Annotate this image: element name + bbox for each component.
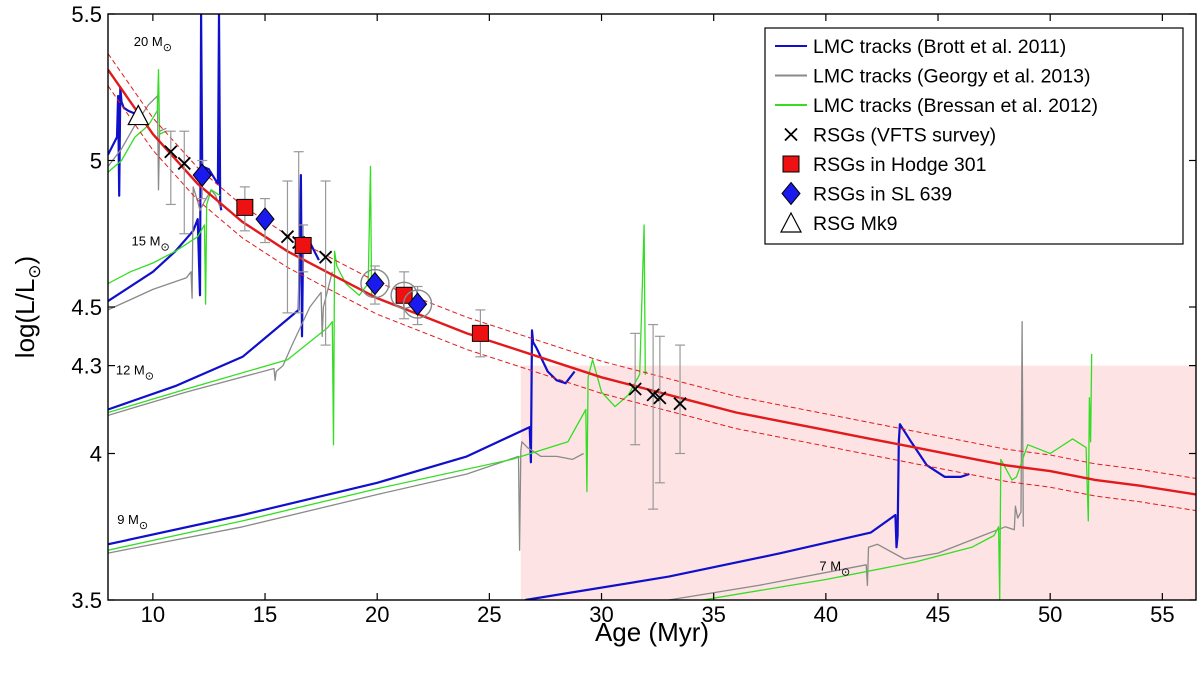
legend-entry-6-label: RSG Mk9 <box>813 213 898 235</box>
x-tick-label-30: 30 <box>589 602 613 627</box>
mass-label-text: 15 M <box>132 233 161 248</box>
x-tick-label-45: 45 <box>926 602 950 627</box>
x-tick-label-20: 20 <box>365 602 389 627</box>
x-tick-label-40: 40 <box>814 602 838 627</box>
mass-label-sun: ⊙ <box>145 370 154 382</box>
sl639-marker-3 <box>407 292 428 316</box>
hodge-marker-0 <box>236 198 254 216</box>
mass-label-12msun: 12 M⊙ <box>116 362 154 382</box>
sl639-circle-2 <box>360 268 390 299</box>
track-georgy-7msun <box>668 320 1024 600</box>
mass-label-sun: ⊙ <box>139 520 148 532</box>
y-tick-label-5: 5 <box>90 149 102 174</box>
y-tick-label-4.3: 4.3 <box>71 354 102 379</box>
y-axis-title: log(L/L⊙) <box>10 256 44 358</box>
legend-entry-3-label: RSGs (VFTS survey) <box>813 125 996 147</box>
hodge-marker-1 <box>294 236 312 254</box>
y-tick-label-5.5: 5.5 <box>71 2 102 27</box>
vfts-marker-4 <box>318 250 333 264</box>
x-axis-title: Age (Myr) <box>595 617 709 647</box>
shaded-region <box>520 365 1196 600</box>
mass-label-9msun: 9 M⊙ <box>117 512 148 532</box>
y-axis-title-close: ) <box>10 256 40 265</box>
x-tick-label-55: 55 <box>1150 602 1174 627</box>
legend-entry-5-swatch <box>781 181 801 206</box>
legend-entry-6-swatch <box>780 211 802 233</box>
mass-label-20msun: 20 M⊙ <box>134 34 172 54</box>
mk9-marker <box>127 104 150 126</box>
track-brott-9msun <box>108 329 576 546</box>
y-tick-label-3.5: 3.5 <box>71 588 102 613</box>
y-tick-label-4: 4 <box>90 442 102 467</box>
mass-label-7msun: 7 M⊙ <box>819 559 850 579</box>
track-bressan-12msun <box>108 165 374 446</box>
mass-label-15msun: 15 M⊙ <box>132 233 170 253</box>
legend-entry-1-label: LMC tracks (Georgy et al. 2013) <box>813 66 1090 88</box>
mass-label-text: 12 M <box>116 362 145 377</box>
legend-entry-5-label: RSGs in SL 639 <box>813 184 952 206</box>
y-axis-title-main: log(L/L <box>10 279 40 359</box>
vfts-marker-7 <box>653 391 667 405</box>
track-bressan-15msun <box>108 189 221 305</box>
vfts-marker-5 <box>628 382 642 396</box>
sl639-marker-1 <box>255 207 275 231</box>
vfts-marker-0 <box>164 145 178 159</box>
x-tick-label-35: 35 <box>701 602 725 627</box>
x-tick-label-25: 25 <box>477 602 501 627</box>
legend: LMC tracks (Brott et al. 2011) LMC tracks… <box>764 27 1184 245</box>
track-bressan-20msun <box>108 69 167 173</box>
y-tick-label-4.5: 4.5 <box>71 295 102 320</box>
x-tick-label-10: 10 <box>141 602 165 627</box>
mass-label-text: 9 M <box>117 512 139 527</box>
mass-label-sun: ⊙ <box>160 241 169 253</box>
track-bressan-9msun <box>108 224 648 551</box>
y-axis-title-sun: ⊙ <box>25 264 44 278</box>
mass-label-text: 20 M <box>134 34 163 49</box>
sl639-circle-3 <box>402 289 433 319</box>
legend-entry-4-swatch <box>782 155 800 173</box>
track-brott-7msun <box>525 423 970 600</box>
legend-entry-0-label: LMC tracks (Brott et al. 2011) <box>813 36 1066 58</box>
legend-box <box>764 27 1184 245</box>
x-tick-label-50: 50 <box>1038 602 1062 627</box>
legend-entry-2-label: LMC tracks (Bressan et al. 2012) <box>813 95 1098 117</box>
x-tick-label-15: 15 <box>253 602 277 627</box>
vfts-marker-8 <box>673 397 687 411</box>
legend-entry-3-swatch <box>784 127 798 142</box>
sl639-marker-2 <box>365 271 385 296</box>
legend-entry-4-label: RSGs in Hodge 301 <box>813 154 986 176</box>
mass-label-sun: ⊙ <box>841 567 850 579</box>
vfts-marker-2 <box>280 230 295 244</box>
sl639-marker-0 <box>192 163 212 187</box>
track-bressan-7msun <box>702 353 1093 600</box>
hodge-marker-3 <box>471 324 489 342</box>
track-georgy-9msun <box>108 441 584 554</box>
vfts-marker-1 <box>177 156 191 171</box>
mass-label-sun: ⊙ <box>163 42 172 54</box>
vfts-marker-6 <box>646 388 660 402</box>
mass-label-text: 7 M <box>819 559 841 574</box>
